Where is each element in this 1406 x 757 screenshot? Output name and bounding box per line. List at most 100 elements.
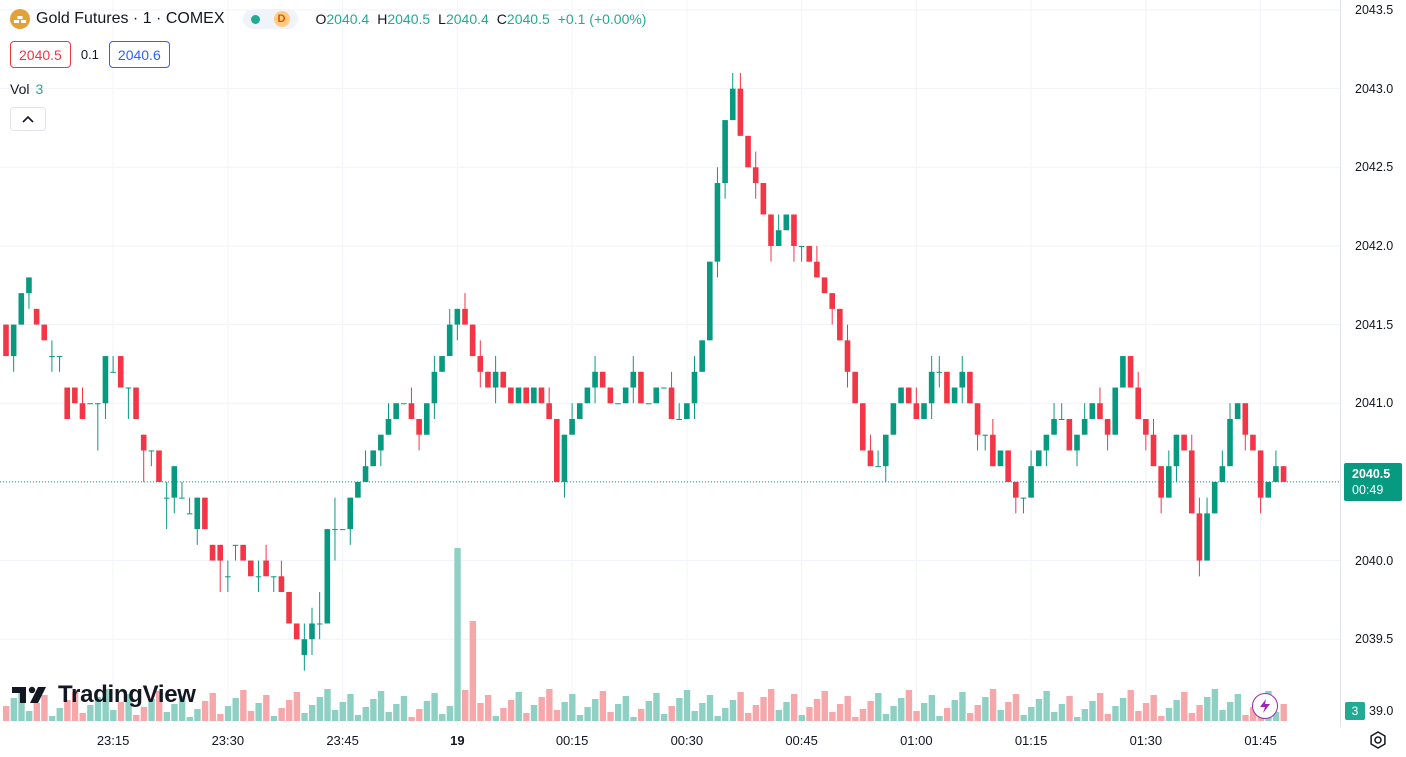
volume-bar <box>975 705 981 721</box>
volume-bar <box>1051 712 1057 721</box>
candle-body <box>982 435 988 436</box>
candle-body <box>1120 356 1126 387</box>
gear-icon[interactable] <box>1368 730 1388 750</box>
candle-body <box>72 388 78 404</box>
volume-bar <box>1097 693 1103 721</box>
symbol-legend[interactable]: Gold Futures · 1 · COMEX D O2040.4 H2040… <box>10 8 654 30</box>
volume-bar <box>867 701 873 721</box>
buy-button[interactable]: 2040.6 <box>109 41 170 68</box>
volume-bar <box>890 706 896 721</box>
price-tick-label: 2039.5 <box>1355 632 1393 646</box>
volume-bar <box>768 689 774 721</box>
candle-body <box>1036 450 1042 466</box>
candle-body <box>485 372 491 388</box>
volume-bar <box>233 698 239 721</box>
candle-body <box>500 372 506 388</box>
volume-bar <box>271 716 277 721</box>
volume-bar <box>470 621 476 721</box>
candle-body <box>1273 466 1279 482</box>
market-open-dot <box>251 15 260 24</box>
candle-body <box>133 388 139 419</box>
candle-body <box>1227 419 1233 466</box>
volume-bar <box>210 693 216 721</box>
volume-bar <box>730 700 736 721</box>
volume-legend[interactable]: Vol 3 <box>10 81 43 97</box>
volume-label: Vol <box>10 81 29 97</box>
symbol-title[interactable]: Gold Futures · 1 · COMEX <box>36 10 225 28</box>
volume-bar <box>714 716 720 721</box>
candle-body <box>1212 482 1218 513</box>
chart-pane[interactable] <box>0 0 1340 727</box>
volume-bar <box>661 714 667 721</box>
volume-bar <box>393 704 399 721</box>
bar-countdown: 00:49 <box>1352 482 1402 498</box>
time-tick-label: 01:15 <box>1015 733 1048 748</box>
chevron-up-icon[interactable] <box>10 107 46 131</box>
candle-body <box>332 529 338 530</box>
time-axis[interactable]: 23:15 23:30 23:45 19 00:15 00:30 00:45 01:00 01:… <box>0 727 1340 757</box>
volume-bar <box>477 703 483 721</box>
volume-bar <box>447 706 453 721</box>
candle-body <box>1135 388 1141 419</box>
candle-body <box>845 340 851 371</box>
candlestick-chart[interactable] <box>0 0 1340 727</box>
tradingview-logo[interactable]: TradingView <box>12 681 196 709</box>
candle-body <box>355 482 361 498</box>
candle-body <box>149 450 155 451</box>
candle-body <box>631 372 637 388</box>
candle-body <box>715 183 721 262</box>
volume-bar <box>967 713 973 721</box>
volume-bar <box>1082 709 1088 721</box>
price-axis[interactable]: 2043.5 2043.0 2042.5 2042.0 2041.5 2041.0 2040… <box>1340 0 1406 727</box>
candle-body <box>179 498 185 499</box>
candle-body <box>294 623 300 639</box>
time-tick-label: 00:45 <box>785 733 818 748</box>
candle-body <box>929 372 935 403</box>
candle-body <box>1074 435 1080 451</box>
volume-bar <box>952 700 958 721</box>
volume-bar <box>347 694 353 721</box>
volume-bar <box>569 694 575 721</box>
candle-body <box>202 498 208 529</box>
volume-bar <box>141 707 147 721</box>
candle-body <box>600 372 606 388</box>
volume-axis-tick: 39.0 <box>1369 704 1393 718</box>
candle-body <box>1021 498 1027 499</box>
volume-bar <box>630 717 636 721</box>
candle-body <box>447 325 453 356</box>
candle-body <box>1090 403 1096 419</box>
candle-body <box>1265 482 1271 498</box>
time-tick-label: 23:30 <box>212 733 245 748</box>
candle-body <box>562 435 568 482</box>
volume-bar <box>1227 702 1233 721</box>
candle-body <box>661 388 667 389</box>
candle-body <box>493 372 499 388</box>
candle-body <box>531 388 537 404</box>
candle-body <box>799 246 805 247</box>
volume-bar <box>1135 711 1141 721</box>
volume-bar <box>3 706 9 721</box>
candle-body <box>80 403 86 419</box>
lightning-icon[interactable] <box>1252 693 1278 719</box>
volume-bar <box>493 716 499 721</box>
candle-body <box>959 372 965 388</box>
volume-bar <box>852 717 858 721</box>
sell-button[interactable]: 2040.5 <box>10 41 71 68</box>
candle-body <box>271 576 277 577</box>
volume-bar <box>1112 706 1118 721</box>
candle-body <box>1151 435 1157 466</box>
time-tick-label: 00:30 <box>671 733 704 748</box>
tradingview-logo-icon <box>12 685 50 705</box>
volume-bar <box>1013 694 1019 721</box>
volume-bar <box>936 716 942 721</box>
candle-body <box>676 419 682 420</box>
candle-body <box>761 183 767 214</box>
candle-body <box>439 356 445 372</box>
volume-bar <box>913 711 919 721</box>
candle-body <box>432 372 438 403</box>
volume-bar <box>240 690 246 721</box>
time-tick-label: 01:30 <box>1130 733 1163 748</box>
volume-bar <box>669 706 675 721</box>
market-status[interactable]: D <box>243 9 298 29</box>
candle-body <box>363 466 369 482</box>
